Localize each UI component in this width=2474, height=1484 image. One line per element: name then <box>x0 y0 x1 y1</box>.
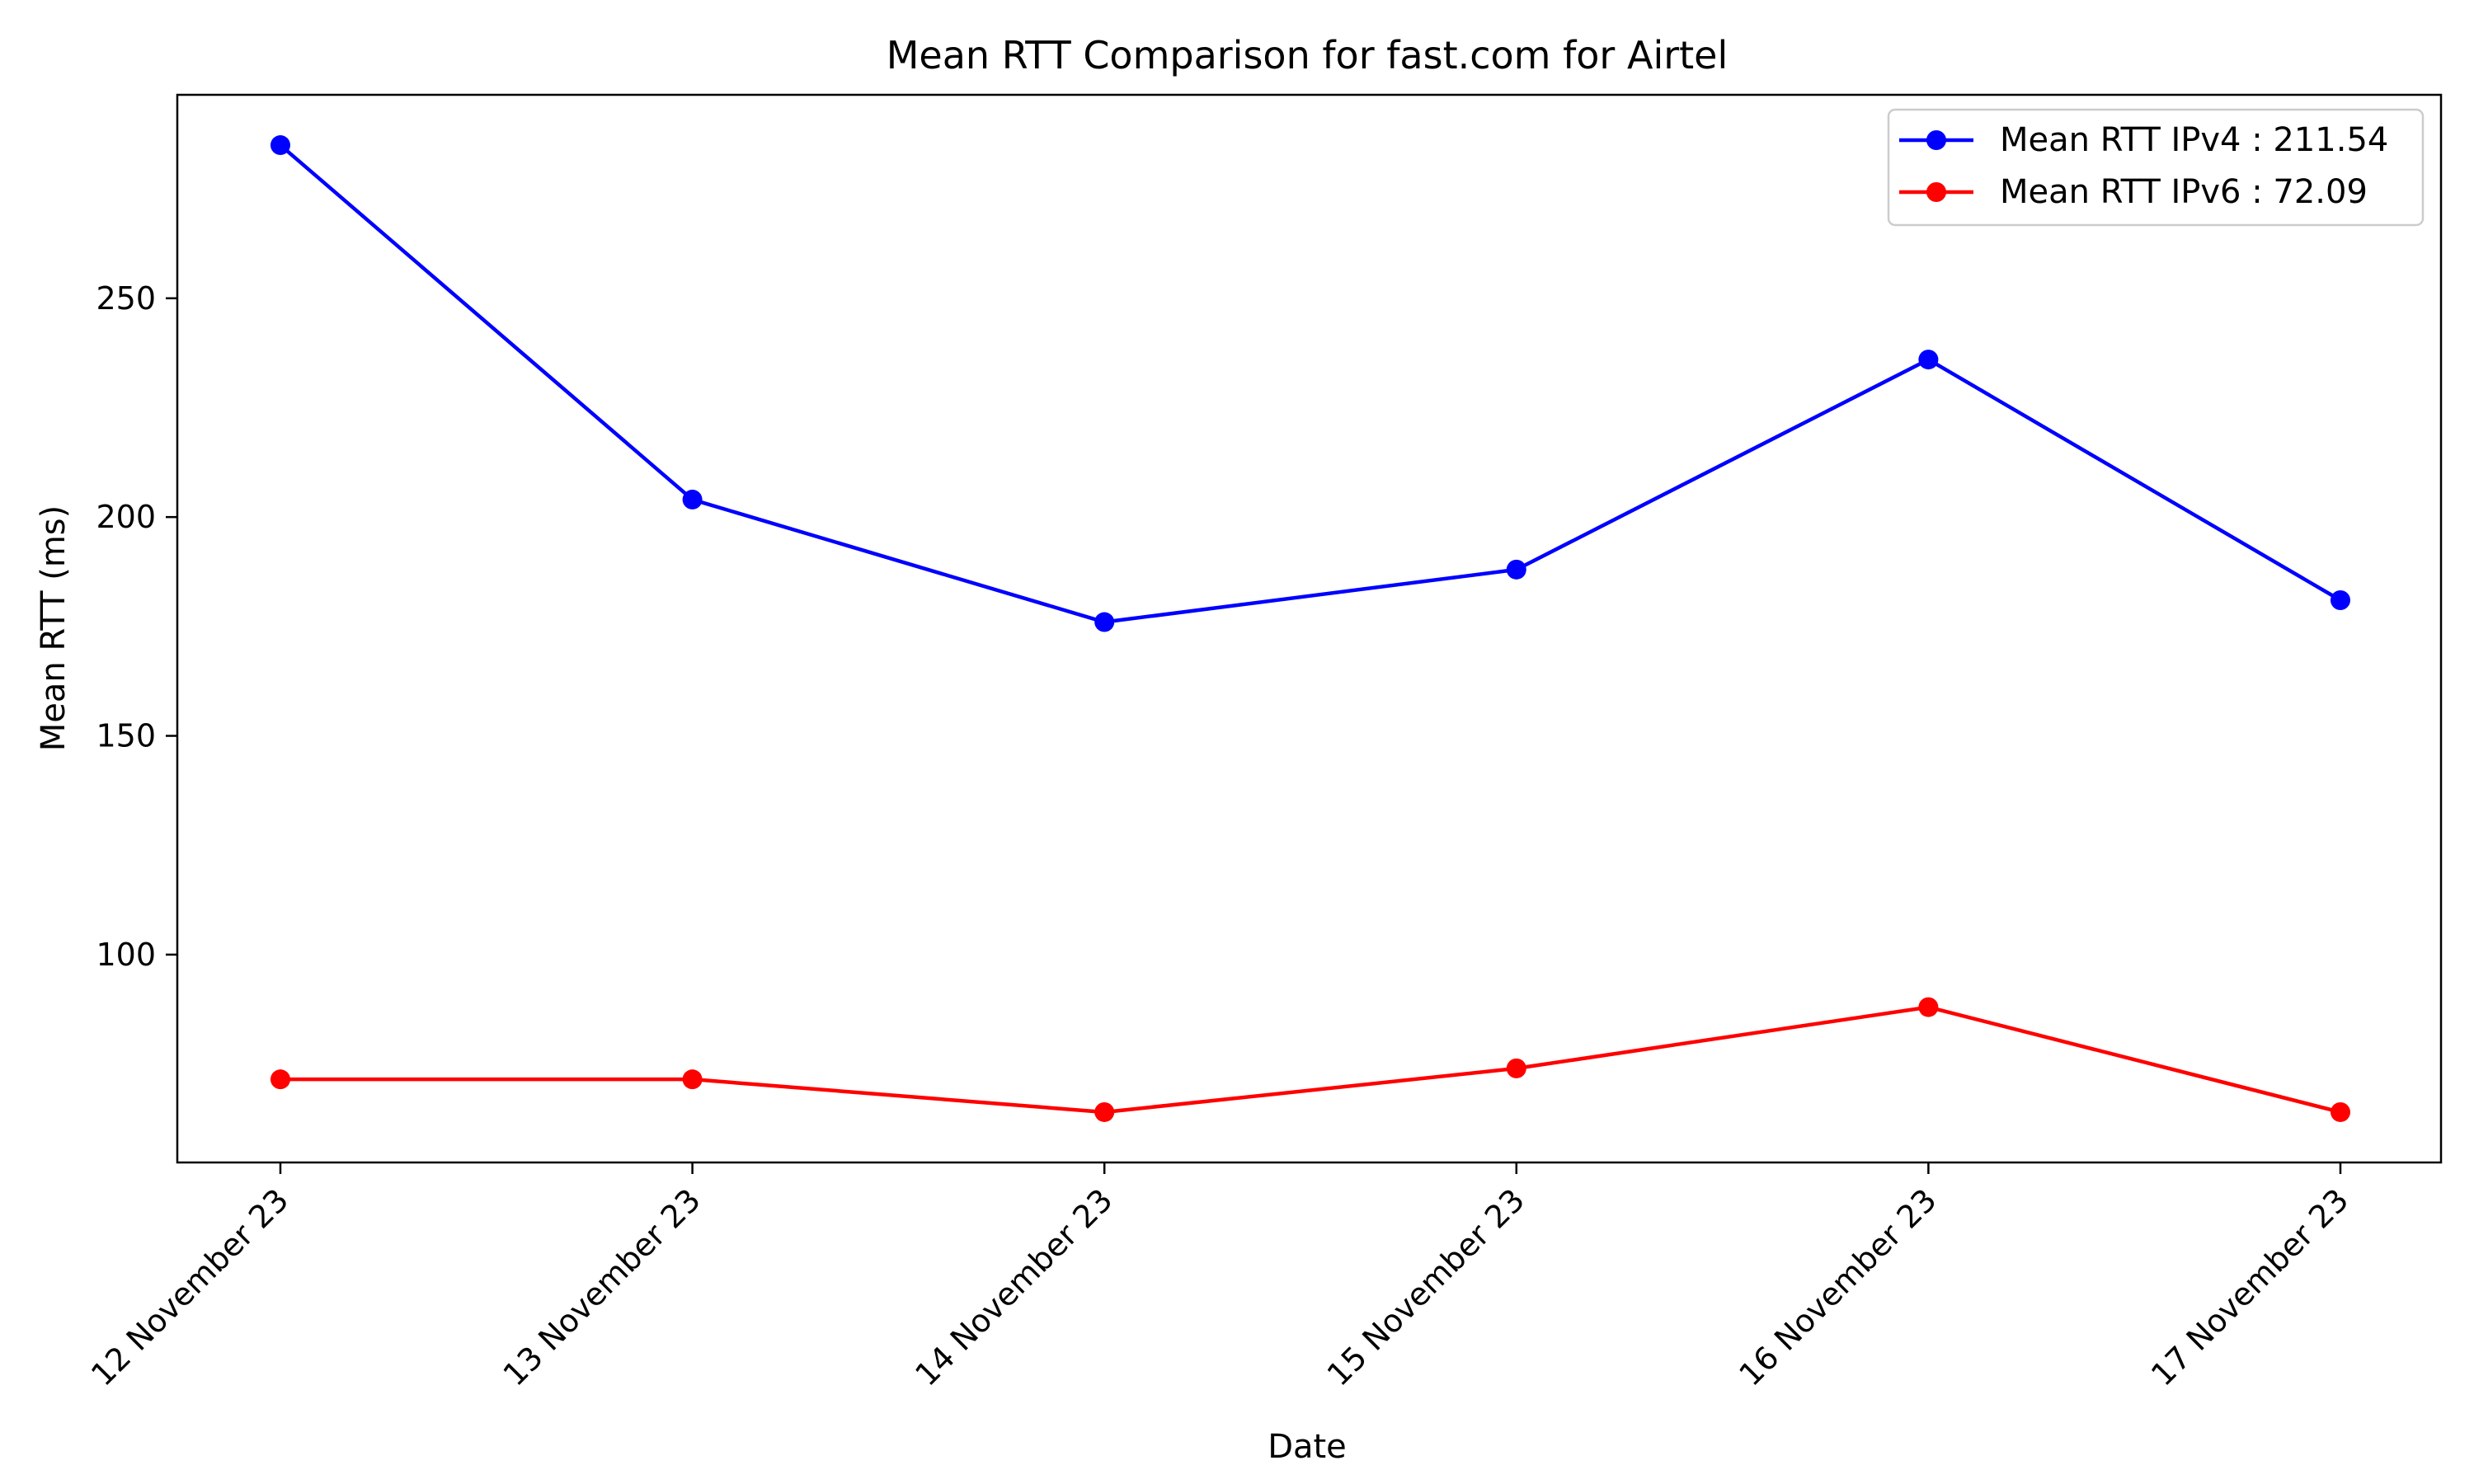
series-layer <box>270 135 2350 1122</box>
series-1-point <box>1506 1058 1526 1078</box>
series-0-point <box>1918 350 1939 370</box>
x-axis-label: Date <box>1268 1428 1347 1466</box>
series-1-point <box>1094 1101 1115 1122</box>
x-tick-label: 14 November 23 <box>908 1181 1119 1392</box>
series-1-point <box>682 1069 703 1090</box>
y-axis-label: Mean RTT (ms) <box>35 505 73 751</box>
y-tick-label: 200 <box>96 499 156 535</box>
series-0-point <box>270 135 290 156</box>
series-1-point <box>2331 1101 2350 1122</box>
x-tick-label: 17 November 23 <box>2144 1181 2355 1392</box>
y-tick-label: 150 <box>96 718 156 754</box>
legend-marker-ipv6 <box>1926 182 1946 202</box>
x-tick-label: 15 November 23 <box>1320 1181 1531 1392</box>
plot-area-frame <box>176 93 2443 1164</box>
legend-label-ipv4: Mean RTT IPv4 : 211.54 <box>2000 121 2388 159</box>
x-tick-label: 12 November 23 <box>84 1181 295 1392</box>
legend-label-ipv6: Mean RTT IPv6 : 72.09 <box>2000 173 2368 211</box>
series-1-point <box>270 1069 290 1090</box>
legend-marker-ipv4 <box>1926 130 1946 150</box>
legend: Mean RTT IPv4 : 211.54 Mean RTT IPv6 : 7… <box>1887 108 2425 227</box>
series-1-point <box>1918 997 1939 1017</box>
legend-entry-ipv4: Mean RTT IPv4 : 211.54 <box>1899 121 2388 159</box>
legend-box <box>1887 108 2425 227</box>
chart-title: Mean RTT Comparison for fast.com for Air… <box>887 33 1729 77</box>
series-line-1 <box>278 1005 2343 1115</box>
y-tick-label: 250 <box>96 280 156 317</box>
x-axis-ticks: 12 November 23 13 November 23 14 November … <box>84 1162 2355 1393</box>
series-line-0 <box>278 143 2343 624</box>
series-0-point <box>2331 590 2350 611</box>
y-tick-label: 100 <box>96 937 156 973</box>
series-0-point <box>1506 559 1526 580</box>
legend-entry-ipv6: Mean RTT IPv6 : 72.09 <box>1899 173 2368 211</box>
series-0-point <box>1094 612 1115 632</box>
y-axis-ticks: 100 150 200 250 <box>96 280 177 973</box>
series-0-point <box>682 489 703 510</box>
x-tick-label: 13 November 23 <box>496 1181 708 1392</box>
x-tick-label: 16 November 23 <box>1732 1181 1943 1392</box>
